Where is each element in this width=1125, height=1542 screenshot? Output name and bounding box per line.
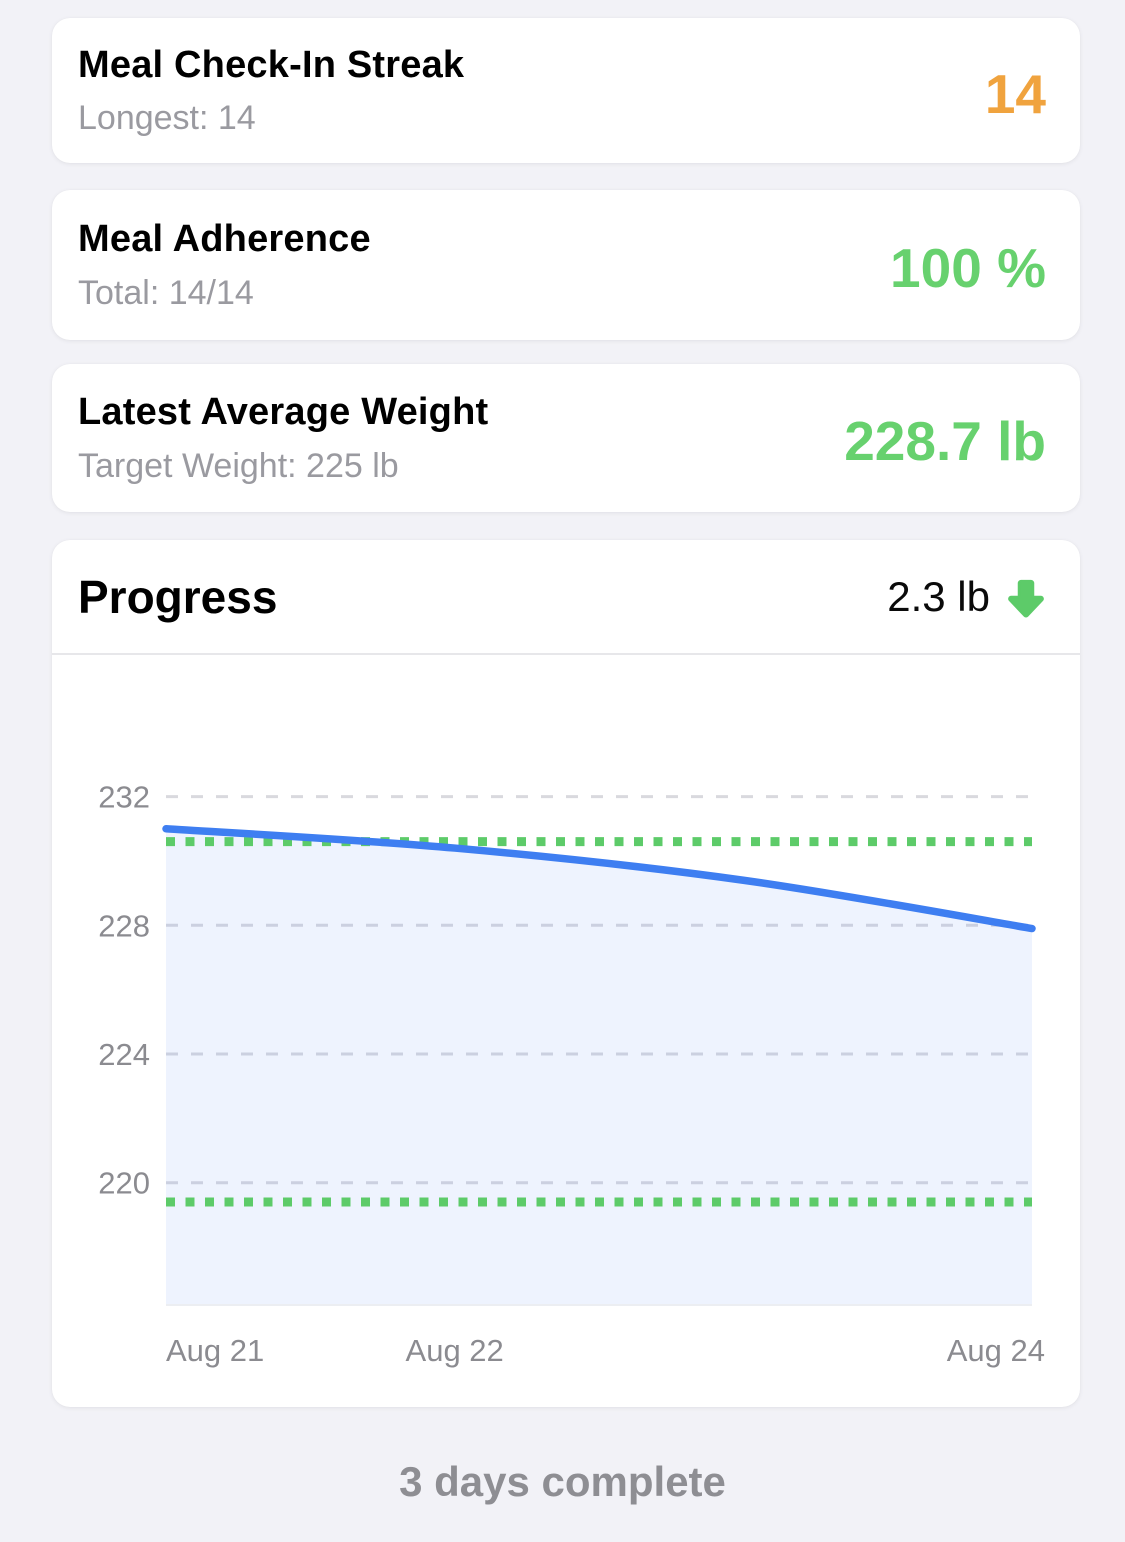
progress-card[interactable]: Progress 2.3 lb 232 228 224 220 Aug 21 Aug 22… xyxy=(52,540,1080,1407)
arrow-down-icon xyxy=(1008,579,1044,617)
weight-value: 228.7 lb xyxy=(844,410,1046,472)
latest-average-weight-card[interactable]: Latest Average Weight Target Weight: 225… xyxy=(52,364,1080,512)
streak-value: 14 xyxy=(984,62,1046,125)
adherence-title: Meal Adherence xyxy=(78,218,371,261)
weight-subtitle: Target Weight: 225 lb xyxy=(78,446,399,485)
days-complete-label: 3 days complete xyxy=(399,1458,726,1505)
svg-text:228: 228 xyxy=(98,908,150,943)
svg-text:232: 232 xyxy=(98,780,150,815)
adherence-value: 100 % xyxy=(890,237,1046,299)
meal-checkin-streak-card[interactable]: Meal Check-In Streak Longest: 14 14 xyxy=(52,18,1080,163)
streak-text-block: Meal Check-In Streak Longest: 14 xyxy=(78,43,464,139)
weight-text-block: Latest Average Weight Target Weight: 225… xyxy=(78,390,488,486)
streak-title: Meal Check-In Streak xyxy=(78,43,465,86)
progress-chart[interactable]: 232 228 224 220 Aug 21 Aug 22 Aug 24 xyxy=(52,655,1080,1405)
svg-text:220: 220 xyxy=(98,1166,150,1201)
adherence-subtitle: Total: 14/14 xyxy=(78,273,254,312)
streak-subtitle: Longest: 14 xyxy=(78,99,256,138)
progress-change: 2.3 lb xyxy=(887,573,1046,621)
meal-adherence-card[interactable]: Meal Adherence Total: 14/14 100 % xyxy=(52,190,1080,340)
progress-header: Progress 2.3 lb xyxy=(52,540,1080,653)
svg-text:Aug 21: Aug 21 xyxy=(166,1333,264,1368)
svg-text:Aug 22: Aug 22 xyxy=(406,1333,504,1368)
progress-title: Progress xyxy=(78,570,278,623)
adherence-text-block: Meal Adherence Total: 14/14 xyxy=(78,217,371,313)
weight-title: Latest Average Weight xyxy=(78,391,489,434)
header-divider xyxy=(52,653,1080,655)
progress-change-value: 2.3 lb xyxy=(887,572,990,620)
svg-text:Aug 24: Aug 24 xyxy=(947,1333,1045,1368)
svg-text:224: 224 xyxy=(98,1037,150,1072)
